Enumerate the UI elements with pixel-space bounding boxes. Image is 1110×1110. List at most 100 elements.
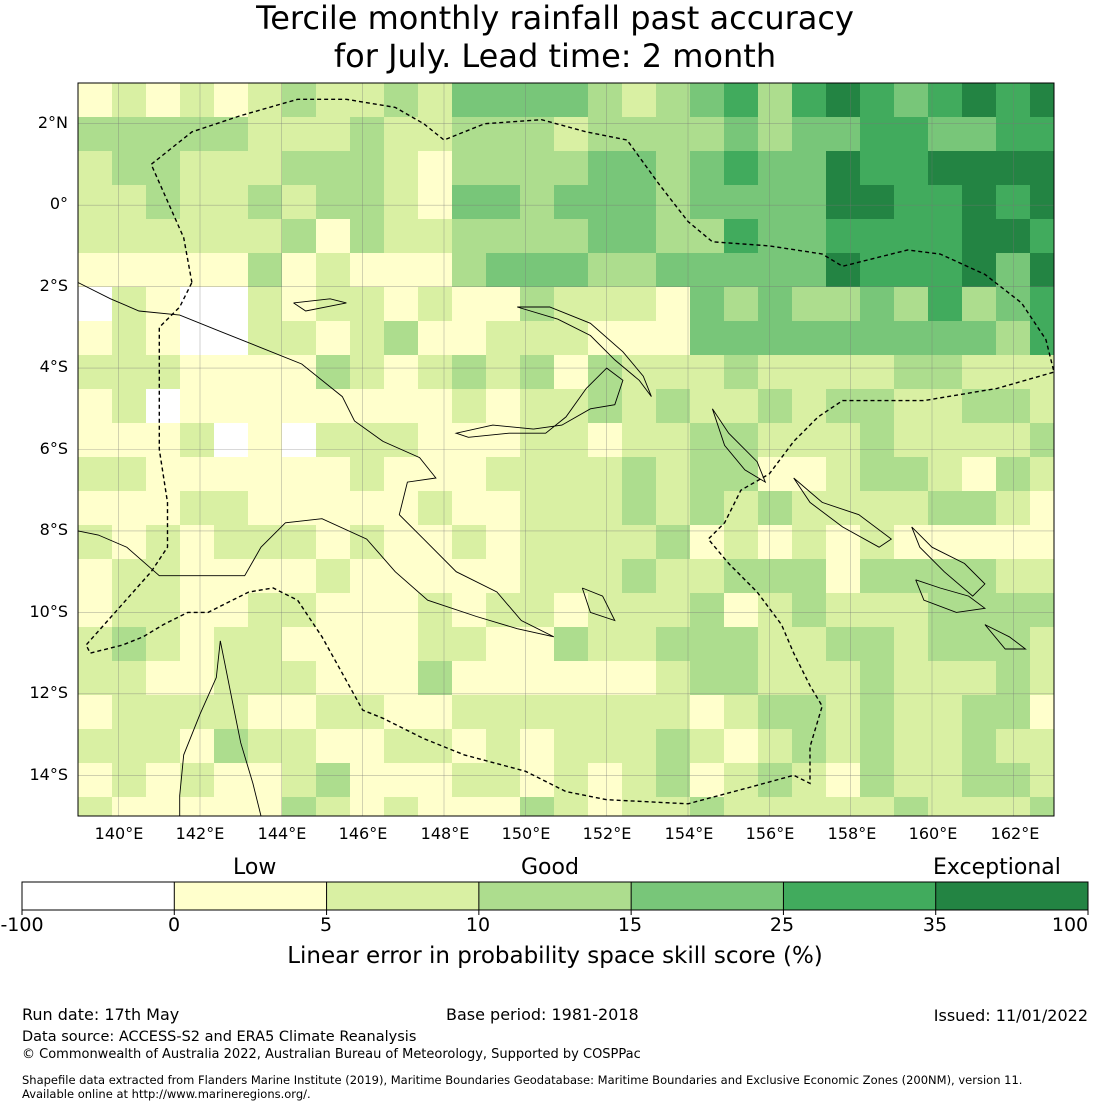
skill-cell [690, 287, 724, 321]
skill-cell [486, 355, 520, 389]
skill-cell [214, 287, 248, 321]
skill-cell [418, 763, 452, 797]
skill-cell [486, 321, 520, 355]
skill-cell [146, 491, 180, 525]
skill-cell [690, 185, 724, 219]
skill-cell [78, 321, 112, 355]
skill-cell [282, 355, 316, 389]
skill-cell [1030, 423, 1054, 457]
skill-cell [588, 797, 622, 816]
skill-cell [146, 525, 180, 559]
skill-cell [112, 525, 146, 559]
skill-cell [690, 151, 724, 185]
skill-cell [894, 321, 928, 355]
skill-cell [248, 117, 282, 151]
skill-cell [384, 593, 418, 627]
skill-cell [180, 185, 214, 219]
skill-cell [486, 525, 520, 559]
skill-cell [724, 423, 758, 457]
skill-cell [996, 491, 1030, 525]
skill-cell [928, 185, 962, 219]
skill-cell [588, 525, 622, 559]
skill-cell [860, 253, 894, 287]
y-tick-4s: 4°S [39, 357, 68, 376]
colorbar-tick: 5 [319, 914, 333, 936]
skill-cell [996, 457, 1030, 491]
skill-cell [826, 491, 860, 525]
skill-cell [1030, 117, 1054, 151]
skill-cell [928, 695, 962, 729]
skill-cell [112, 83, 146, 117]
skill-cell [758, 253, 792, 287]
coastline [219, 640, 262, 817]
skill-cell [146, 287, 180, 321]
skill-cell [350, 491, 384, 525]
skill-cell [860, 321, 894, 355]
skill-cell [146, 185, 180, 219]
skill-cell [928, 321, 962, 355]
skill-cell [588, 661, 622, 695]
skill-cell [928, 729, 962, 763]
skill-cell [248, 219, 282, 253]
skill-cell [656, 83, 690, 117]
skill-cell [78, 355, 112, 389]
skill-cell [928, 763, 962, 797]
skill-cell [350, 423, 384, 457]
skill-cell [486, 729, 520, 763]
copyright: © Commonwealth of Australia 2022, Austra… [22, 1047, 641, 1062]
x-tick-152e: 152°E [582, 824, 632, 843]
skill-cell [350, 593, 384, 627]
colorbar-tick: 25 [769, 914, 795, 936]
skill-cell [758, 627, 792, 661]
base-period: Base period: 1981-2018 [446, 1005, 639, 1024]
skill-cell [486, 185, 520, 219]
colorbar-swatch [22, 882, 175, 910]
skill-cell [758, 729, 792, 763]
skill-cell [826, 559, 860, 593]
skill-cell [894, 491, 928, 525]
skill-cell [520, 797, 554, 816]
skill-cell [282, 661, 316, 695]
skill-cell [180, 525, 214, 559]
skill-cell [928, 491, 962, 525]
skill-cell [180, 661, 214, 695]
skill-cell [724, 763, 758, 797]
skill-cell [316, 253, 350, 287]
skill-cell [860, 185, 894, 219]
skill-cell [146, 423, 180, 457]
skill-cell [146, 627, 180, 661]
skill-cell [622, 389, 656, 423]
skill-cell [248, 389, 282, 423]
coastline [984, 624, 1027, 650]
skill-cell [1030, 287, 1054, 321]
skill-cell [792, 287, 826, 321]
y-tick-10s: 10°S [29, 602, 68, 621]
skill-cell [418, 117, 452, 151]
skill-cell [656, 389, 690, 423]
skill-cell [724, 151, 758, 185]
x-tick-148e: 148°E [420, 824, 470, 843]
skill-cell [316, 559, 350, 593]
skill-cell [486, 559, 520, 593]
skill-cell [656, 491, 690, 525]
skill-cell [962, 219, 996, 253]
skill-cell [520, 287, 554, 321]
skill-cell [826, 763, 860, 797]
skill-cell [486, 83, 520, 117]
skill-cell [826, 661, 860, 695]
skill-cell [656, 457, 690, 491]
skill-cell [928, 355, 962, 389]
skill-cell [588, 185, 622, 219]
skill-cell [452, 287, 486, 321]
shapefile-credit-line-2: Available online at http://www.marinereg… [22, 1087, 311, 1101]
skill-cell [384, 695, 418, 729]
skill-cell [622, 661, 656, 695]
skill-cell [180, 253, 214, 287]
skill-cell [214, 185, 248, 219]
coastline [517, 306, 652, 397]
skill-cell [350, 797, 384, 816]
skill-cell [622, 593, 656, 627]
skill-cell [792, 389, 826, 423]
skill-cell [146, 83, 180, 117]
skill-cell [180, 423, 214, 457]
